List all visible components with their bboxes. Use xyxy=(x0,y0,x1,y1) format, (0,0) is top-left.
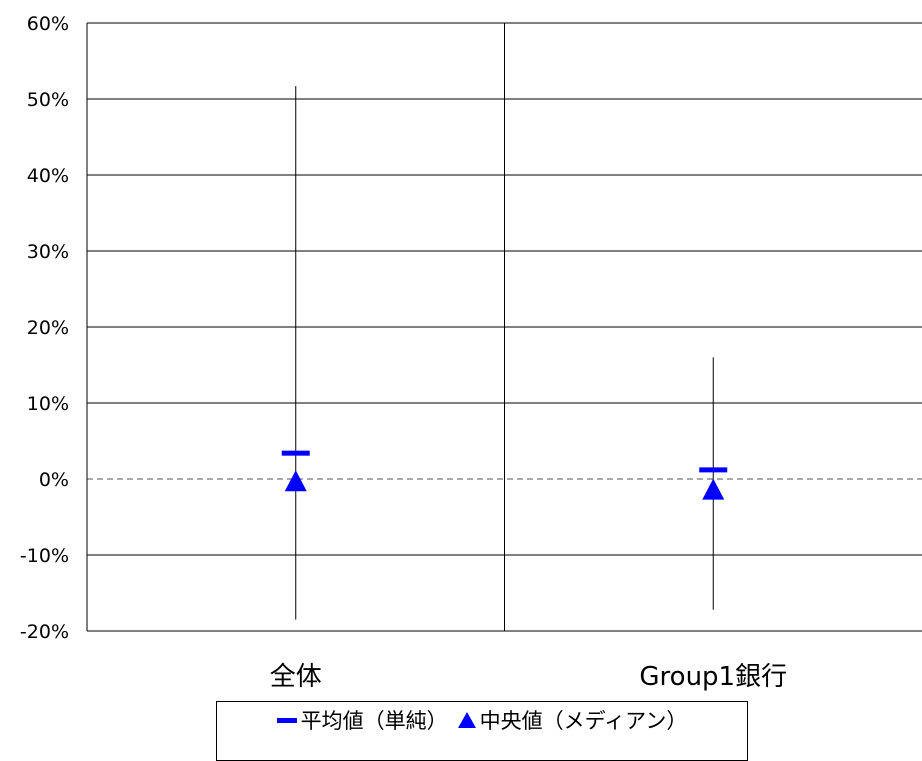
y-tick-label: 40% xyxy=(27,165,69,187)
y-tick-label: 0% xyxy=(39,469,69,491)
legend-median-marker-icon xyxy=(457,712,476,728)
y-tick-label: 60% xyxy=(27,13,69,35)
mean-marker xyxy=(699,467,728,473)
median-marker xyxy=(702,478,725,500)
legend-item-mean: 平均値（単純） xyxy=(276,705,448,735)
x-category-label: 全体 xyxy=(270,662,322,692)
legend-mean-label: 平均値（単純） xyxy=(300,709,448,733)
chart-svg: 60% 50% 40% 30% 20% 10% 0% -10% -20% 全体 Group1銀行 xyxy=(20,13,922,692)
y-tick-label: -10% xyxy=(20,545,69,567)
legend-mean-marker-icon xyxy=(276,717,297,723)
grid-layer xyxy=(87,22,922,632)
axis-layer: 60% 50% 40% 30% 20% 10% 0% -10% -20% 全体 Group1銀行 xyxy=(20,13,787,692)
mean-marker xyxy=(281,450,310,456)
median-marker xyxy=(284,470,307,492)
legend-item-median: 中央値（メディアン） xyxy=(457,705,688,735)
y-tick-label: 10% xyxy=(27,393,69,415)
legend-median-label: 中央値（メディアン） xyxy=(479,709,688,733)
legend: 平均値（単純） 中央値（メディアン） xyxy=(216,701,748,761)
x-category-label: Group1銀行 xyxy=(639,662,787,692)
y-tick-label: 50% xyxy=(27,89,69,111)
y-tick-label: -20% xyxy=(20,621,69,643)
y-tick-label: 30% xyxy=(27,241,69,263)
y-tick-label: 20% xyxy=(27,317,69,339)
marks-layer xyxy=(281,86,728,620)
